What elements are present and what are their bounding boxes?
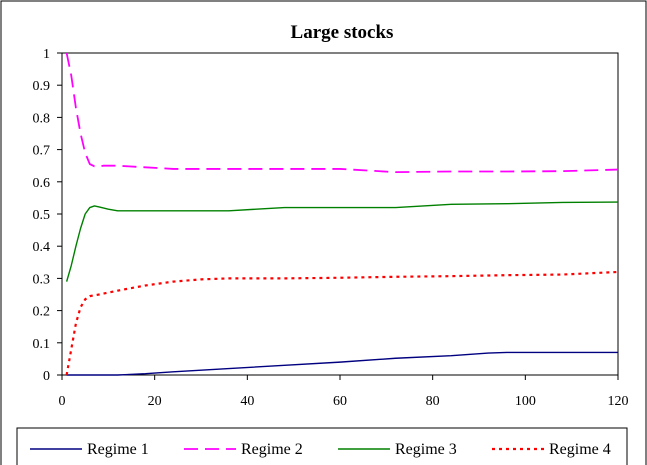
x-tick-label: 0 [59, 394, 66, 409]
x-axis: 0 20 40 60 80 100 120 [59, 375, 629, 409]
legend-label-regime-4: Regime 4 [549, 441, 611, 458]
x-tick-label: 80 [426, 394, 440, 409]
y-tick-label: 0.9 [33, 79, 51, 94]
legend-label-regime-1: Regime 1 [87, 441, 149, 458]
y-axis: 0 0.1 0.2 0.3 0.4 0.5 0.6 0.7 0.8 0.9 1 [33, 47, 62, 384]
y-tick-label: 0.8 [33, 111, 51, 126]
legend-box [16, 427, 628, 465]
y-tick-label: 0.2 [33, 305, 51, 320]
y-tick-label: 0.1 [33, 337, 51, 352]
y-tick-label: 0.7 [33, 144, 51, 159]
series-layer [65, 52, 619, 376]
y-tick-label: 0.5 [33, 208, 51, 223]
series-line-regime-1 [66, 351, 618, 376]
x-tick-label: 20 [148, 394, 162, 409]
x-tick-label: 100 [515, 394, 536, 409]
y-tick-label: 0.6 [33, 176, 51, 191]
legend-label-regime-2: Regime 2 [241, 441, 303, 458]
y-tick-label: 0.4 [33, 240, 51, 255]
series-line-regime-2 [65, 52, 619, 174]
x-tick-label: 120 [608, 394, 629, 409]
series-line-regime-3 [65, 201, 619, 282]
x-tick-label: 40 [240, 394, 254, 409]
legend: Regime 1 Regime 2 Regime 3 Regime 4 [30, 441, 611, 458]
y-tick-label: 0 [43, 369, 50, 384]
x-tick-label: 60 [333, 394, 347, 409]
y-tick-label: 0.3 [33, 272, 51, 287]
chart-title: Large stocks [291, 22, 394, 43]
legend-label-regime-3: Regime 3 [395, 441, 457, 458]
series-line-regime-4 [65, 270, 619, 376]
y-tick-label: 1 [43, 47, 50, 62]
